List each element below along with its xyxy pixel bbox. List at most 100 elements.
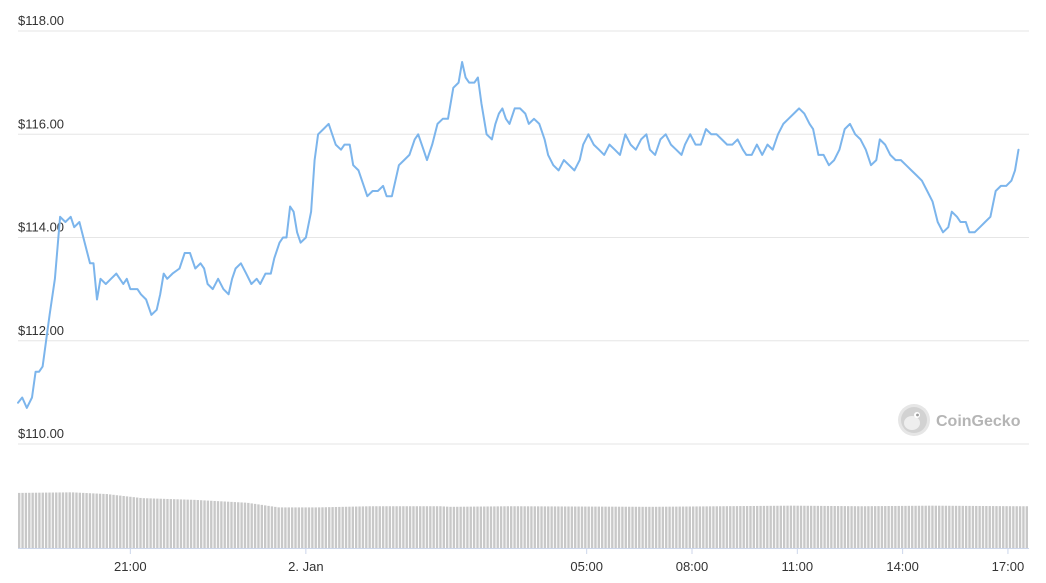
data-point [514, 108, 515, 109]
volume-bar [523, 506, 526, 548]
data-point [265, 273, 266, 274]
volume-bar [863, 506, 867, 548]
volume-bar [388, 506, 392, 548]
data-point [793, 113, 794, 114]
volume-bar [65, 492, 68, 548]
x-axis: 21:00 2. Jan 05:00 08:00 11:00 14:00 17:00 [114, 548, 1024, 574]
volume-bar [756, 505, 759, 548]
data-point [756, 144, 757, 145]
data-point [746, 154, 747, 155]
volume-bar [563, 506, 567, 548]
volume-bar [671, 506, 675, 548]
data-point [200, 263, 201, 264]
data-point [167, 278, 168, 279]
data-point [985, 221, 986, 222]
volume-bar [934, 505, 937, 548]
data-point [598, 149, 599, 150]
data-point [670, 144, 671, 145]
volume-bar [24, 492, 28, 548]
volume-bar [513, 506, 516, 548]
data-point [916, 175, 917, 176]
x-tick-label: 14:00 [886, 559, 919, 574]
data-point [126, 278, 127, 279]
data-point [502, 108, 503, 109]
volume-bar [796, 505, 799, 548]
data-point [969, 232, 970, 233]
volume-bar [567, 506, 570, 548]
data-point [625, 134, 626, 135]
volume-bar [880, 506, 884, 548]
data-point [442, 118, 443, 119]
coingecko-watermark: CoinGecko [898, 404, 1021, 436]
data-point [951, 211, 952, 212]
volume-bar [1025, 506, 1028, 548]
watermark-text: CoinGecko [936, 413, 1021, 430]
volume-bar [203, 500, 206, 548]
volume-bar [938, 505, 941, 548]
volume-bar [658, 506, 661, 548]
volume-bar [971, 505, 975, 548]
data-point [156, 309, 157, 310]
data-point [404, 160, 405, 161]
data-point [46, 340, 47, 341]
volume-bar [41, 492, 44, 548]
volume-bar [82, 492, 85, 548]
data-point [282, 237, 283, 238]
data-point [367, 196, 368, 197]
data-point [235, 268, 236, 269]
data-point [990, 216, 991, 217]
volume-bar [759, 505, 762, 548]
volume-bar [975, 505, 978, 548]
volume-bar [368, 506, 371, 548]
data-point [335, 144, 336, 145]
volume-bar [61, 492, 65, 548]
volume-bar [206, 500, 210, 548]
data-point [240, 263, 241, 264]
volume-bar [375, 506, 378, 548]
data-point [619, 154, 620, 155]
volume-bar [510, 506, 513, 548]
volume-bar [132, 497, 135, 548]
volume-bar [456, 506, 459, 548]
data-point [1006, 185, 1007, 186]
volume-bar [641, 506, 644, 548]
volume-bar [958, 505, 961, 548]
volume-bar [860, 506, 863, 548]
volume-bar [847, 506, 850, 548]
volume-bar [257, 504, 260, 548]
volume-bar [870, 506, 873, 548]
data-point [895, 160, 896, 161]
volume-bar [220, 501, 223, 548]
volume-bar [452, 506, 456, 548]
volume-bar [954, 505, 958, 548]
data-point [614, 149, 615, 150]
volume-bar [745, 506, 749, 548]
volume-bar [604, 506, 607, 548]
data-point [246, 273, 247, 274]
volume-bar [705, 506, 708, 548]
volume-bar [739, 506, 742, 548]
volume-bar [476, 506, 479, 548]
data-point [921, 180, 922, 181]
volume-bar [597, 506, 600, 548]
data-point [665, 134, 666, 135]
volume-bar [223, 501, 226, 548]
data-point [927, 190, 928, 191]
volume-bar [48, 492, 51, 548]
volume-bar [402, 506, 405, 548]
volume-bar [166, 498, 169, 548]
volume-bar [378, 506, 381, 548]
data-point [179, 268, 180, 269]
data-point [383, 185, 384, 186]
volume-bar [813, 505, 816, 548]
volume-bar [489, 506, 493, 548]
data-point [742, 149, 743, 150]
data-point [96, 299, 97, 300]
data-point [386, 196, 387, 197]
data-point [583, 144, 584, 145]
volume-bar [31, 492, 34, 548]
data-point [783, 123, 784, 124]
data-point [772, 149, 773, 150]
data-point [525, 113, 526, 114]
x-tick-label: 05:00 [570, 559, 603, 574]
